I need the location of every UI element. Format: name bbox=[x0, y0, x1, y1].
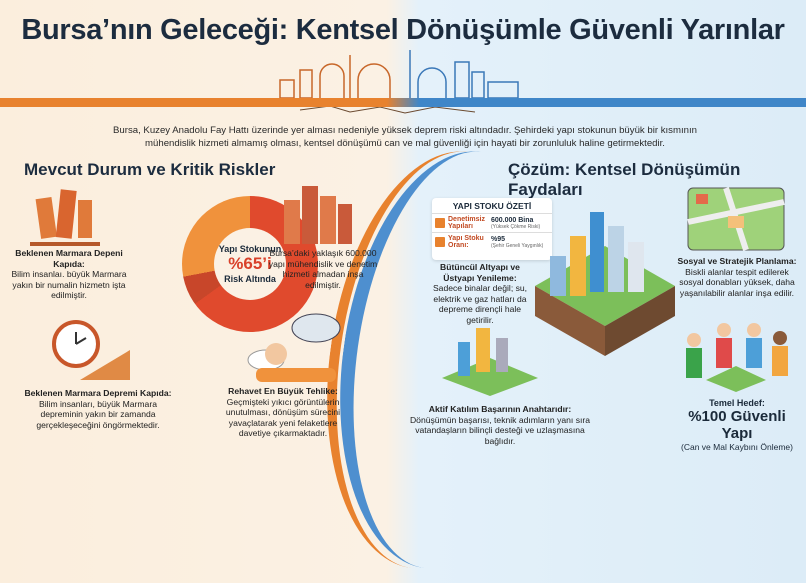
goal-block: Temel Hedef: %100 Güvenli Yapı (Can ve M… bbox=[672, 398, 802, 452]
solution-item-3: Aktif Katılım Başarının Anahtarıdır: Dönü… bbox=[409, 404, 591, 446]
fault-line-band bbox=[0, 98, 806, 107]
solution-item-1: Bütüncül Altyapı ve Üstyapı Yenileme: Sad… bbox=[432, 262, 528, 325]
goal-value: %100 Güvenli Yapı bbox=[688, 408, 786, 442]
page-title: Bursa’nın Geleceği: Kentsel Dönüşümle Gü… bbox=[21, 14, 785, 46]
risk-item-4: Rehavet En Büyük Tehlike: Geçmişteki yıkı… bbox=[225, 386, 341, 438]
risk-item-3: Beklenen Marmara Depremi Kapıda: Bilim in… bbox=[24, 388, 172, 430]
skyline-icon bbox=[279, 50, 519, 114]
infrastructure-icon bbox=[535, 212, 675, 356]
workers-team-icon bbox=[686, 323, 788, 392]
damaged-buildings-icon bbox=[284, 186, 352, 244]
sleeping-person-icon bbox=[247, 313, 341, 382]
intro-text: Bursa, Kuzey Anadolu Fay Hattı üzerinde … bbox=[113, 125, 697, 149]
city-plan-icon bbox=[687, 187, 785, 251]
summary-row: Denetimsiz Yapıları 600.000 Bina (Yüksek Ç… bbox=[432, 213, 552, 232]
building-icon bbox=[435, 218, 445, 228]
row-value: 600.000 Bina (Yüksek Çökme Riski) bbox=[491, 216, 541, 230]
row-value: %95 (Şehir Geneli Yaygınlık) bbox=[491, 235, 544, 249]
solution-item-2: Sosyal ve Stratejik Planlama: Biskli alan… bbox=[677, 256, 797, 298]
donut-value: %65’i bbox=[228, 254, 272, 273]
row-label: Denetimsiz Yapıları bbox=[448, 216, 485, 230]
risks-heading: Mevcut Durum ve Kritik Riskler bbox=[24, 160, 276, 179]
collapsed-building-icon bbox=[30, 189, 100, 246]
summary-row: Yapı Stoku Oranı: %95 (Şehir Geneli Yaygın… bbox=[432, 232, 552, 251]
chart-up-icon bbox=[435, 237, 445, 247]
row-label: Yapı Stoku Oranı: bbox=[448, 235, 484, 249]
risk-item-1: Beklenen Marmara Depeni Kapıda: Bilim ins… bbox=[11, 248, 127, 300]
goal-label: Temel Hedef: bbox=[709, 398, 765, 408]
neighborhood-icon bbox=[442, 328, 538, 396]
stock-summary-card: YAPI STOKU ÖZETİ Denetimsiz Yapıları 600.… bbox=[432, 198, 552, 260]
risk-item-2: Bursa’daki yaklaşık 600.000 yapı mühendi… bbox=[268, 248, 378, 290]
goal-note: (Can ve Mal Kaybını Önleme) bbox=[681, 442, 793, 452]
donut-label: Yapı Stokunun bbox=[218, 244, 282, 254]
donut-caption: Risk Altında bbox=[224, 274, 276, 284]
summary-title: YAPI STOKU ÖZETİ bbox=[452, 201, 532, 211]
solution-heading: Çözüm: Kentsel Dönüşümün Faydaları bbox=[508, 160, 741, 199]
clock-crack-icon bbox=[52, 320, 130, 380]
